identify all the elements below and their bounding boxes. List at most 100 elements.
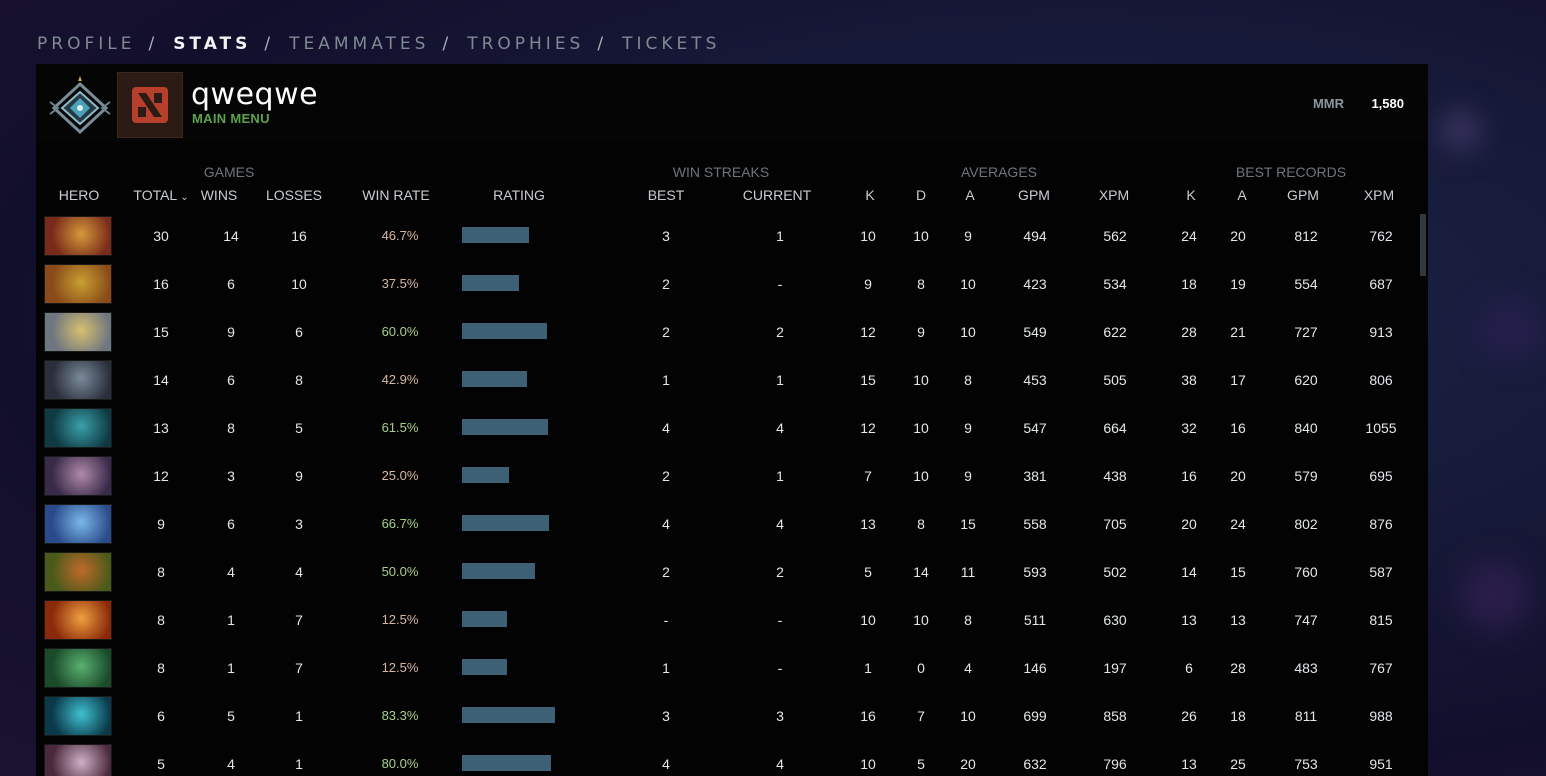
- table-row[interactable]: 5 4 1 80.0% 4 4 10 5 20 632 796 13 25 753 951: [36, 741, 1420, 776]
- tab-teammates[interactable]: TEAMMATES: [289, 34, 430, 54]
- avg-assists-cell: 11: [960, 564, 976, 580]
- profile-header: qweqwe MAIN MENU MMR 1,580: [36, 64, 1428, 142]
- avg-deaths-cell: 14: [913, 564, 929, 580]
- chevron-down-icon: ⌄: [180, 192, 189, 203]
- table-row[interactable]: 12 3 9 25.0% 2 1 7 10 9 381 438 16 20 579 695: [36, 453, 1420, 501]
- tab-trophies[interactable]: TROPHIES: [467, 34, 585, 54]
- tab-profile[interactable]: PROFILE: [37, 34, 136, 54]
- best-kills-cell: 24: [1181, 228, 1197, 244]
- table-row[interactable]: 6 5 1 83.3% 3 3 16 7 10 699 858 26 18 811 988: [36, 693, 1420, 741]
- best-kills-cell: 38: [1181, 372, 1197, 388]
- losses-cell: 4: [295, 564, 303, 580]
- tab-separator: /: [264, 34, 275, 54]
- best-assists-cell: 21: [1230, 324, 1246, 340]
- wins-cell: 4: [227, 756, 235, 772]
- column-header-best-assists[interactable]: A: [1237, 187, 1247, 203]
- best-kills-cell: 6: [1185, 660, 1193, 676]
- wins-cell: 8: [227, 420, 235, 436]
- column-header-current-streak[interactable]: CURRENT: [742, 187, 812, 203]
- table-row[interactable]: 14 6 8 42.9% 1 1 15 10 8 453 505 38 17 620 806: [36, 357, 1420, 405]
- table-row[interactable]: 15 9 6 60.0% 2 2 12 9 10 549 622 28 21 727 913: [36, 309, 1420, 357]
- column-header-win-rate[interactable]: WIN RATE: [362, 187, 430, 203]
- table-row[interactable]: 13 8 5 61.5% 4 4 12 10 9 547 664 32 16 840 1055: [36, 405, 1420, 453]
- losses-cell: 1: [295, 708, 303, 724]
- table-row[interactable]: 8 4 4 50.0% 2 2 5 14 11 593 502 14 15 760 587: [36, 549, 1420, 597]
- best-xpm-cell: 988: [1369, 708, 1393, 724]
- hero-portrait[interactable]: [44, 216, 112, 256]
- column-header-total-label: TOTAL: [133, 187, 178, 203]
- tab-stats[interactable]: STATS: [173, 34, 252, 54]
- avg-xpm-cell: 197: [1103, 660, 1127, 676]
- total-cell: 15: [153, 324, 169, 340]
- table-row[interactable]: 16 6 10 37.5% 2 - 9 8 10 423 534 18 19 554 687: [36, 261, 1420, 309]
- current-streak-cell: 4: [776, 516, 784, 532]
- column-header-avg-gpm[interactable]: GPM: [1018, 187, 1050, 203]
- table-row[interactable]: 8 1 7 12.5% 1 - 1 0 4 146 197 6 28 483 767: [36, 645, 1420, 693]
- best-streak-cell: 4: [662, 756, 670, 772]
- best-gpm-cell: 579: [1294, 468, 1318, 484]
- column-header-best-gpm[interactable]: GPM: [1287, 187, 1319, 203]
- hero-portrait[interactable]: [44, 504, 112, 544]
- hero-portrait[interactable]: [44, 552, 112, 592]
- avg-kills-cell: 10: [860, 612, 876, 628]
- column-header-avg-deaths[interactable]: D: [915, 187, 927, 203]
- hero-portrait[interactable]: [44, 408, 112, 448]
- column-header-best-kills[interactable]: K: [1186, 187, 1196, 203]
- avg-kills-cell: 16: [860, 708, 876, 724]
- avg-assists-cell: 9: [964, 468, 972, 484]
- total-cell: 8: [157, 660, 165, 676]
- best-gpm-cell: 802: [1294, 516, 1318, 532]
- table-row[interactable]: 8 1 7 12.5% - - 10 10 8 511 630 13 13 747 815: [36, 597, 1420, 645]
- losses-cell: 16: [291, 228, 307, 244]
- best-assists-cell: 15: [1230, 564, 1246, 580]
- avg-assists-cell: 10: [960, 276, 976, 292]
- avg-assists-cell: 9: [964, 420, 972, 436]
- win-rate-cell: 12.5%: [381, 612, 419, 627]
- best-streak-cell: 3: [662, 228, 670, 244]
- avg-deaths-cell: 5: [917, 756, 925, 772]
- hero-portrait[interactable]: [44, 744, 112, 776]
- scrollbar-thumb[interactable]: [1420, 214, 1426, 276]
- hero-portrait[interactable]: [44, 696, 112, 736]
- column-header-avg-xpm[interactable]: XPM: [1098, 187, 1130, 203]
- column-header-best-xpm[interactable]: XPM: [1363, 187, 1395, 203]
- rating-bar: [462, 419, 548, 435]
- best-gpm-cell: 760: [1294, 564, 1318, 580]
- avg-kills-cell: 13: [860, 516, 876, 532]
- group-header-games: GAMES: [203, 164, 255, 180]
- column-header-hero[interactable]: HERO: [58, 187, 100, 203]
- hero-portrait[interactable]: [44, 648, 112, 688]
- win-rate-cell: 83.3%: [381, 708, 419, 723]
- column-header-avg-kills[interactable]: K: [865, 187, 875, 203]
- column-header-avg-assists[interactable]: A: [965, 187, 975, 203]
- hero-portrait[interactable]: [44, 360, 112, 400]
- best-kills-cell: 13: [1181, 756, 1197, 772]
- best-xpm-cell: 1055: [1365, 420, 1397, 436]
- hero-portrait[interactable]: [44, 600, 112, 640]
- table-row[interactable]: 9 6 3 66.7% 4 4 13 8 15 558 705 20 24 802 876: [36, 501, 1420, 549]
- avatar[interactable]: [117, 72, 183, 138]
- table-row[interactable]: 30 14 16 46.7% 3 1 10 10 9 494 562 24 20 812 762: [36, 213, 1420, 261]
- avg-kills-cell: 15: [860, 372, 876, 388]
- column-header-total[interactable]: TOTAL ⌄: [133, 187, 188, 203]
- avg-assists-cell: 9: [964, 228, 972, 244]
- total-cell: 30: [153, 228, 169, 244]
- avg-assists-cell: 8: [964, 372, 972, 388]
- best-xpm-cell: 876: [1369, 516, 1393, 532]
- total-cell: 5: [157, 756, 165, 772]
- column-header-rating[interactable]: RATING: [493, 187, 545, 203]
- tab-tickets[interactable]: TICKETS: [622, 34, 721, 54]
- hero-portrait[interactable]: [44, 264, 112, 304]
- win-rate-cell: 25.0%: [381, 468, 419, 483]
- column-header-losses[interactable]: LOSSES: [265, 187, 323, 203]
- hero-portrait[interactable]: [44, 312, 112, 352]
- rating-bar: [462, 659, 507, 675]
- column-header-best-streak[interactable]: BEST: [647, 187, 685, 203]
- avg-gpm-cell: 549: [1023, 324, 1047, 340]
- avg-deaths-cell: 10: [913, 372, 929, 388]
- hero-portrait[interactable]: [44, 456, 112, 496]
- avg-kills-cell: 12: [860, 324, 876, 340]
- background-glow: [1460, 560, 1530, 630]
- avg-assists-cell: 8: [964, 612, 972, 628]
- column-header-wins[interactable]: WINS: [200, 187, 238, 203]
